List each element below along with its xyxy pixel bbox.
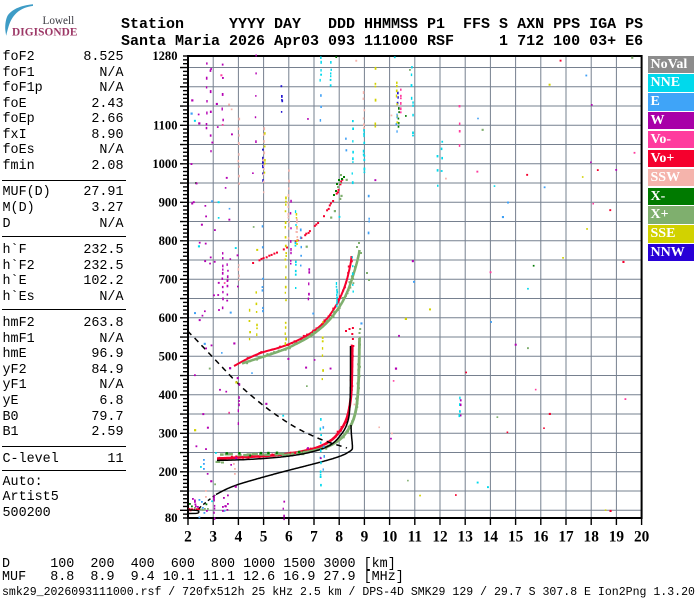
- svg-text:8: 8: [335, 529, 343, 546]
- svg-text:12: 12: [432, 529, 447, 546]
- svg-text:7: 7: [310, 529, 318, 546]
- svg-text:800: 800: [159, 234, 178, 248]
- svg-text:900: 900: [159, 196, 178, 210]
- svg-text:500: 500: [159, 350, 178, 364]
- svg-text:200: 200: [159, 465, 178, 479]
- svg-text:9: 9: [361, 529, 369, 546]
- svg-text:DIGISONDE: DIGISONDE: [12, 26, 78, 38]
- svg-text:11: 11: [408, 529, 422, 546]
- svg-text:15: 15: [508, 529, 524, 546]
- svg-text:Lowell: Lowell: [43, 15, 75, 27]
- svg-text:13: 13: [458, 529, 474, 546]
- svg-text:1000: 1000: [152, 157, 177, 171]
- svg-text:16: 16: [533, 529, 549, 546]
- svg-text:80: 80: [165, 511, 178, 525]
- svg-text:3: 3: [209, 529, 217, 546]
- svg-text:5: 5: [260, 529, 268, 546]
- svg-text:300: 300: [159, 427, 178, 441]
- svg-text:2: 2: [184, 529, 192, 546]
- svg-text:1280: 1280: [152, 49, 177, 63]
- svg-text:14: 14: [483, 529, 499, 546]
- svg-text:19: 19: [609, 529, 625, 546]
- svg-text:6: 6: [285, 529, 293, 546]
- svg-text:600: 600: [159, 311, 178, 325]
- svg-text:10: 10: [382, 529, 398, 546]
- svg-text:400: 400: [159, 388, 178, 402]
- svg-text:17: 17: [558, 529, 574, 546]
- svg-text:18: 18: [584, 529, 600, 546]
- svg-text:700: 700: [159, 273, 178, 287]
- svg-text:4: 4: [235, 529, 243, 546]
- svg-text:20: 20: [634, 529, 650, 546]
- svg-text:1100: 1100: [153, 119, 178, 133]
